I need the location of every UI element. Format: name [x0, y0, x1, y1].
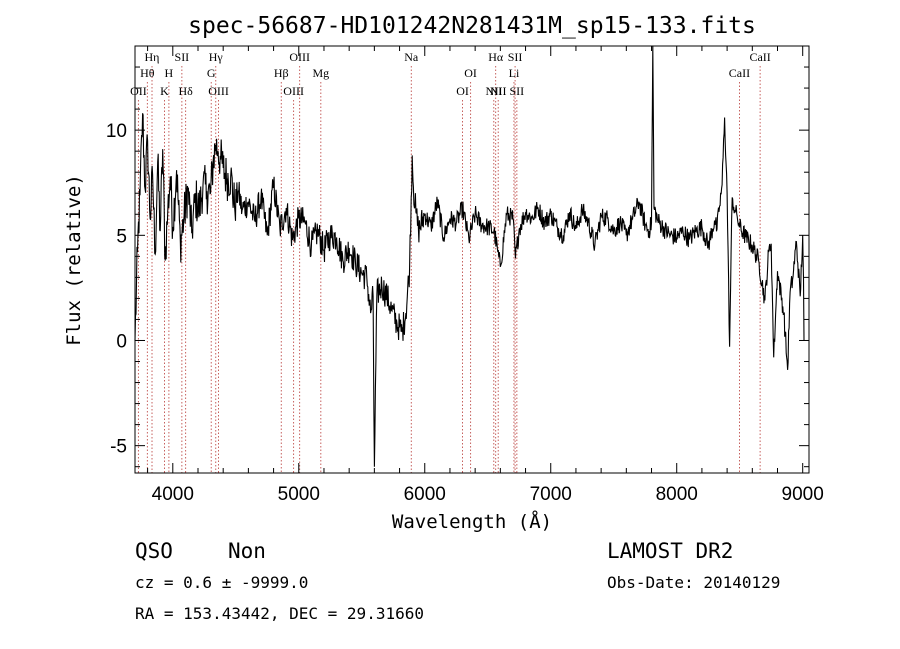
x-tick-label: 8000 — [656, 484, 698, 505]
line-label: Mg — [312, 66, 329, 80]
line-label: Li — [509, 66, 520, 80]
x-tick-label: 6000 — [404, 484, 446, 505]
x-axis-label: Wavelength (Å) — [392, 510, 552, 533]
line-label: Na — [404, 50, 419, 64]
line-label: Hα — [488, 50, 504, 64]
line-label: SII — [510, 84, 525, 98]
line-label: Hη — [145, 50, 160, 64]
x-tick-label: 4000 — [152, 484, 194, 505]
line-label: NII — [490, 84, 507, 98]
line-markers — [137, 66, 761, 473]
chart-title: spec-56687-HD101242N281431M_sp15-133.fit… — [188, 13, 756, 39]
line-label: OI — [456, 84, 469, 98]
line-label: G — [207, 66, 216, 80]
line-label: H — [165, 66, 174, 80]
line-label: Hβ — [274, 66, 289, 80]
object-subclass: Non — [228, 539, 266, 563]
y-axis-label: Flux (relative) — [63, 174, 85, 346]
y-axis-ticks: -5 0 5 10 — [106, 45, 809, 468]
y-tick-label: 5 — [116, 226, 127, 247]
line-label: SII — [175, 50, 190, 64]
line-label: K — [160, 84, 169, 98]
survey-name: LAMOST DR2 — [607, 539, 733, 563]
line-label: Hδ — [178, 84, 193, 98]
y-tick-label: 0 — [116, 331, 127, 352]
x-tick-label: 9000 — [782, 484, 824, 505]
line-label: OIII — [208, 84, 229, 98]
line-label: Hγ — [209, 50, 224, 64]
plot-frame — [134, 45, 810, 474]
y-tick-label: -5 — [110, 437, 127, 458]
coords-text: RA = 153.43442, DEC = 29.31660 — [135, 604, 424, 623]
x-axis-ticks: 4000 5000 6000 7000 8000 9000 — [147, 46, 824, 505]
line-label: OII — [130, 84, 147, 98]
x-tick-label: 5000 — [278, 484, 320, 505]
y-tick-label: 10 — [106, 121, 127, 142]
line-label: CaII — [729, 66, 750, 80]
line-label: Hθ — [140, 66, 155, 80]
redshift-text: cz = 0.6 ± -9999.0 — [135, 573, 308, 592]
spectrum-line — [134, 45, 805, 467]
line-label: NII — [485, 84, 502, 98]
line-label: CaII — [749, 50, 770, 64]
x-tick-label: 7000 — [530, 484, 572, 505]
line-label: OI — [464, 66, 477, 80]
object-class: QSO — [135, 539, 173, 563]
obs-date-text: Obs-Date: 20140129 — [607, 573, 780, 592]
line-labels: OIIHθHηKHHδSIIGHγOIIIHβOIIIOIIIMgNaOIOIN… — [130, 50, 771, 98]
line-label: OIII — [283, 84, 304, 98]
line-label: SII — [508, 50, 523, 64]
line-label: OIII — [289, 50, 310, 64]
